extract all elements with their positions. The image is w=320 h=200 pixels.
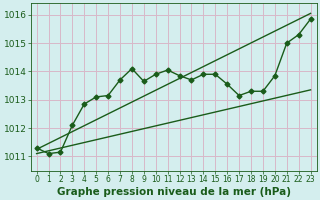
X-axis label: Graphe pression niveau de la mer (hPa): Graphe pression niveau de la mer (hPa) (57, 187, 291, 197)
